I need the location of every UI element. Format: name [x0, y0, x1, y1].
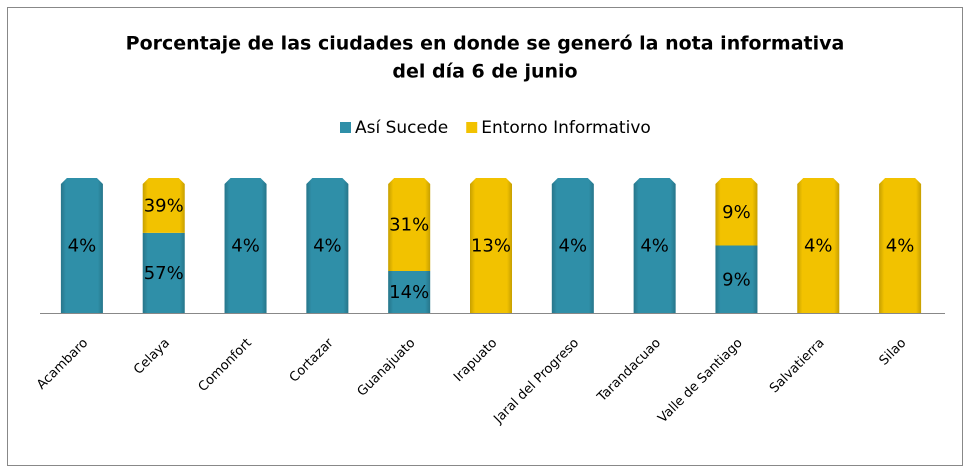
value-label: 31%	[389, 215, 429, 236]
bar-shade	[551, 178, 594, 313]
chart-title: Porcentaje de las ciudades en donde se g…	[126, 33, 845, 55]
value-label: 4%	[886, 236, 915, 257]
value-label: 39%	[144, 195, 184, 216]
bar-shade	[633, 178, 676, 313]
value-label: 57%	[144, 263, 184, 284]
bar-shade	[224, 178, 267, 313]
bar-shade	[715, 245, 758, 313]
legend-label: Así Sucede	[355, 118, 448, 138]
value-label: 4%	[640, 236, 669, 257]
value-label: 4%	[559, 236, 588, 257]
bar-shade	[306, 178, 349, 313]
bar-shade	[60, 178, 103, 313]
bar-shade	[797, 178, 840, 313]
bar-shade	[470, 178, 512, 313]
bar-shade	[388, 178, 431, 271]
value-label: 13%	[471, 236, 511, 257]
bar-shade	[879, 178, 922, 313]
value-label: 9%	[722, 202, 751, 223]
legend-label: Entorno Informativo	[481, 118, 651, 138]
value-label: 4%	[804, 236, 833, 257]
legend-swatch	[466, 122, 478, 133]
bar-shade	[715, 178, 758, 246]
bar-shade	[388, 271, 431, 313]
chart-title: del día 6 de junio	[392, 61, 577, 83]
bar-shade	[142, 178, 185, 233]
value-label: 4%	[68, 236, 97, 257]
bar-shade	[142, 232, 185, 313]
value-label: 9%	[722, 269, 751, 290]
value-label: 4%	[313, 236, 342, 257]
value-label: 14%	[389, 282, 429, 303]
legend-swatch	[340, 122, 351, 133]
value-label: 4%	[231, 236, 260, 257]
